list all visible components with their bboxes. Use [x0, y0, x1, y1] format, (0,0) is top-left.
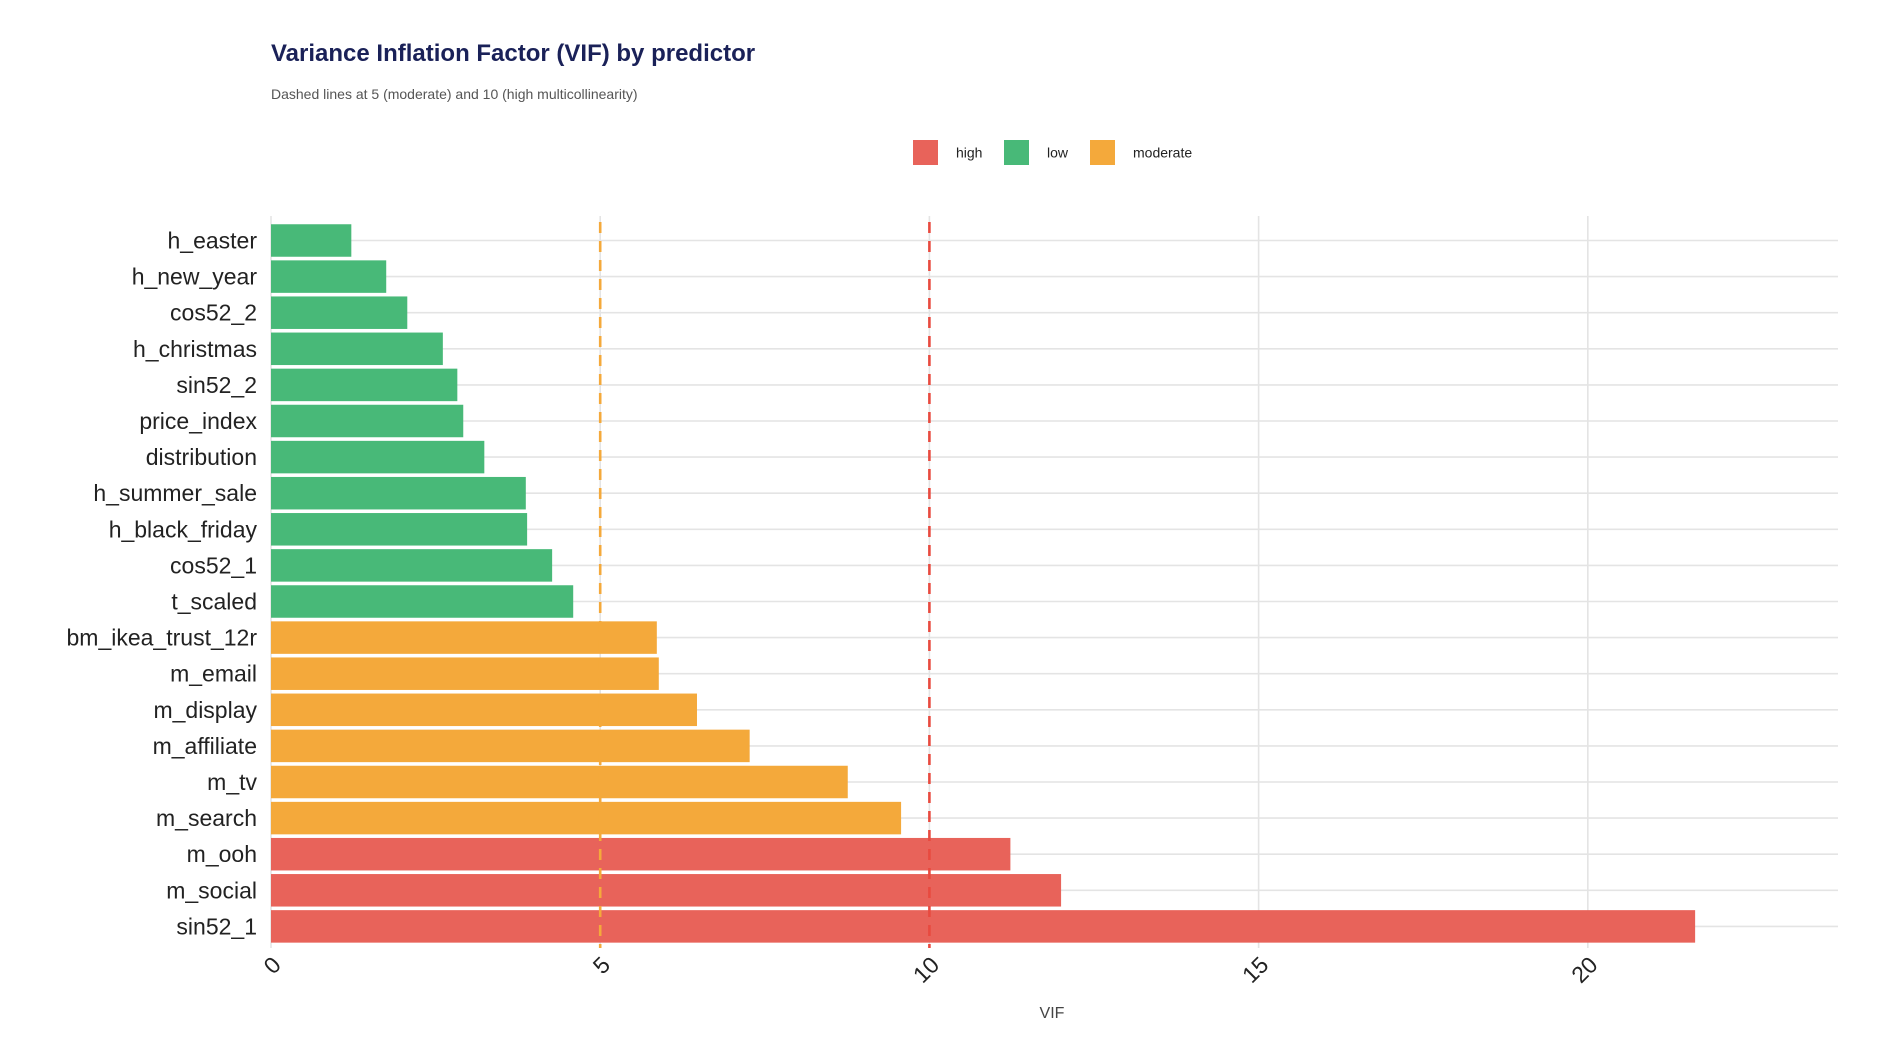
category-label: t_scaled	[171, 589, 257, 615]
bar-m_affiliate	[271, 729, 750, 763]
chart-subtitle: Dashed lines at 5 (moderate) and 10 (hig…	[271, 86, 638, 102]
category-label: m_email	[170, 661, 257, 687]
category-label: m_ooh	[187, 841, 257, 867]
x-axis-title: VIF	[1040, 1005, 1065, 1022]
bar-sin52_1	[271, 910, 1696, 943]
bar-bm_ikea_trust_12r	[271, 621, 657, 654]
category-label: m_affiliate	[153, 733, 257, 759]
bar-cos52_1	[271, 549, 553, 582]
category-label: price_index	[139, 408, 257, 434]
category-label: h_easter	[167, 228, 257, 254]
bar-h_christmas	[271, 332, 443, 366]
chart-title: Variance Inflation Factor (VIF) by predi…	[271, 40, 756, 67]
category-label: distribution	[146, 444, 257, 470]
reference-lines	[598, 222, 931, 948]
category-label: bm_ikea_trust_12r	[67, 625, 258, 651]
category-label: h_new_year	[132, 264, 258, 290]
bar-h_black_friday	[271, 513, 528, 546]
category-label: m_search	[156, 805, 257, 831]
category-label: m_display	[153, 697, 257, 723]
x-tick-labels: 0 5 10 15 20	[258, 951, 1602, 987]
bar-m_display	[271, 693, 697, 727]
x-tick-label: 0	[258, 951, 285, 978]
bar-h_summer_sale	[271, 476, 526, 510]
category-label: h_summer_sale	[93, 480, 257, 506]
category-label: m_tv	[207, 769, 257, 795]
bar-price_index	[271, 404, 464, 438]
x-tick-label: 10	[908, 951, 944, 987]
bar-sin52_2	[271, 368, 458, 402]
legend-swatch-low	[1004, 140, 1029, 165]
legend-swatch-moderate	[1090, 140, 1115, 165]
legend-label: moderate	[1133, 145, 1192, 161]
category-labels: h_easter h_new_year cos52_2 h_christmas sin5…	[67, 228, 258, 940]
legend-swatch-high	[913, 140, 938, 165]
legend-label: high	[956, 145, 982, 161]
bars	[271, 224, 1696, 943]
legend: high low moderate	[913, 140, 1192, 165]
bar-t_scaled	[271, 585, 574, 618]
category-label: h_black_friday	[109, 516, 258, 542]
bar-m_tv	[271, 765, 848, 799]
bar-m_social	[271, 874, 1062, 907]
category-label: sin52_2	[176, 372, 257, 398]
x-tick-label: 15	[1237, 951, 1273, 987]
bar-h_new_year	[271, 260, 387, 293]
category-label: cos52_2	[170, 300, 257, 326]
bar-cos52_2	[271, 296, 408, 329]
category-label: m_social	[166, 877, 257, 903]
bar-m_ooh	[271, 837, 1011, 871]
legend-label: low	[1047, 145, 1069, 161]
category-label: cos52_1	[170, 552, 257, 578]
bar-h_easter	[271, 224, 352, 257]
category-label: h_christmas	[133, 336, 257, 362]
category-label: sin52_1	[176, 913, 257, 939]
bar-distribution	[271, 440, 485, 474]
bar-m_email	[271, 657, 659, 690]
bar-m_search	[271, 801, 902, 835]
x-tick-label: 20	[1566, 951, 1602, 987]
x-tick-label: 5	[588, 951, 615, 978]
